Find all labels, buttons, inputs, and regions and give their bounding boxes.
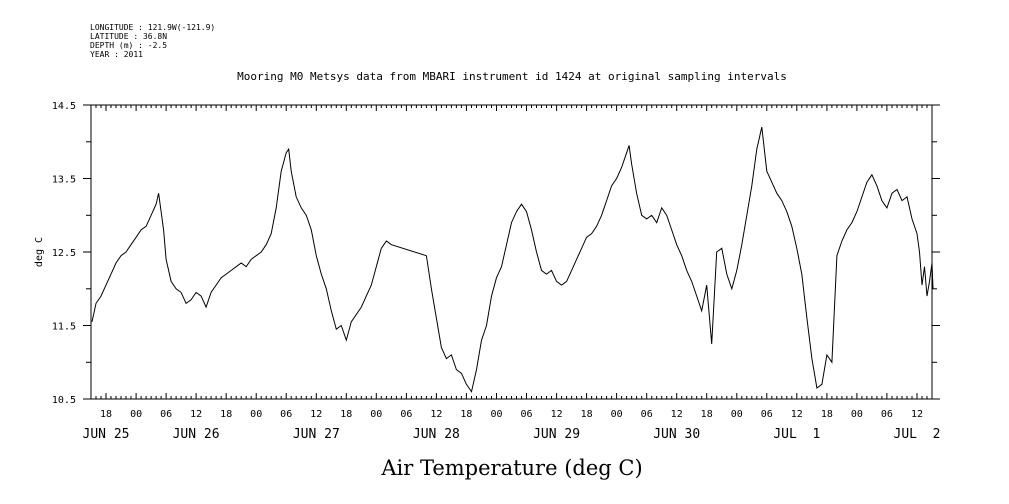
x-day-label: JUN 26: [173, 427, 220, 442]
y-tick-label: 11.5: [52, 322, 76, 333]
x-day-label: JUL 2: [894, 427, 941, 442]
x-day-label: JUL 1: [773, 427, 820, 442]
meta-year: YEAR : 2011: [90, 50, 143, 59]
x-tick-label: 12: [310, 409, 322, 420]
x-tick-label: 12: [190, 409, 202, 420]
axis-ticks: [83, 104, 940, 400]
x-day-label: JUN 28: [413, 427, 460, 442]
x-tick-label: 06: [520, 409, 532, 420]
x-tick-label: 00: [731, 409, 743, 420]
x-tick-label: 00: [130, 409, 142, 420]
x-tick-label: 06: [280, 409, 292, 420]
y-tick-label: 10.5: [52, 395, 76, 406]
x-tick-label: 18: [821, 409, 833, 420]
temperature-series-line: [91, 126, 934, 393]
x-tick-label: 06: [761, 409, 773, 420]
x-tick-label: 00: [851, 409, 863, 420]
y-tick-label: 14.5: [52, 101, 76, 112]
x-tick-label: 18: [220, 409, 232, 420]
y-axis-title: deg C: [34, 237, 45, 267]
chart-title: Mooring M0 Metsys data from MBARI instru…: [237, 70, 787, 83]
metadata-block: LONGITUDE : 121.9W(-121.9) LATITUDE : 36…: [90, 23, 215, 59]
x-tick-label: 00: [611, 409, 623, 420]
x-tick-label: 12: [551, 409, 563, 420]
y-tick-label: 13.5: [52, 175, 76, 186]
x-axis-labels: 18 00 06 12 18 00 06 12 18 00 06 12 18 00 06 12 18 00 06 12…: [83, 409, 941, 442]
x-tick-label: 18: [460, 409, 472, 420]
x-tick-label: 00: [250, 409, 262, 420]
x-tick-label: 18: [581, 409, 593, 420]
x-tick-label: 18: [100, 409, 112, 420]
x-day-label: JUN 25: [83, 427, 130, 442]
x-tick-label: 00: [490, 409, 502, 420]
meta-latitude: LATITUDE : 36.8N: [90, 32, 167, 41]
x-tick-label: 12: [430, 409, 442, 420]
x-tick-label: 18: [701, 409, 713, 420]
y-tick-label: 12.5: [52, 248, 76, 259]
x-tick-label: 06: [881, 409, 893, 420]
x-day-label: JUN 30: [653, 427, 700, 442]
y-axis-labels: 10.5 11.5 12.5 13.5 14.5: [52, 101, 76, 406]
x-tick-label: 18: [340, 409, 352, 420]
meta-longitude: LONGITUDE : 121.9W(-121.9): [90, 23, 215, 32]
x-tick-label: 06: [160, 409, 172, 420]
x-tick-label: 12: [911, 409, 923, 420]
meta-depth: DEPTH (m) : -2.5: [90, 41, 167, 50]
x-day-label: JUN 27: [293, 427, 340, 442]
x-tick-label: 12: [671, 409, 683, 420]
x-day-label: JUN 29: [533, 427, 580, 442]
x-tick-label: 06: [400, 409, 412, 420]
x-axis-title: Air Temperature (deg C): [380, 456, 642, 480]
x-tick-label: 06: [641, 409, 653, 420]
x-tick-label: 00: [370, 409, 382, 420]
plot-frame: [90, 104, 933, 400]
x-tick-label: 12: [791, 409, 803, 420]
